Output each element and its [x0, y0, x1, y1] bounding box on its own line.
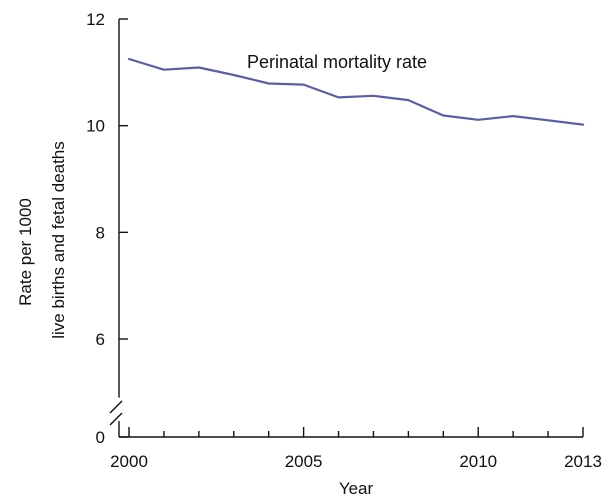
y-tick-label: 8 [96, 223, 105, 242]
x-axis-title: Year [339, 479, 374, 498]
y-tick-label: 0 [96, 428, 105, 447]
x-tick-label: 2010 [459, 452, 497, 471]
x-tick-label: 2005 [285, 452, 323, 471]
axes [109, 18, 584, 438]
y-tick-label: 6 [96, 330, 105, 349]
y-tick-label: 10 [86, 117, 105, 136]
x-tick-label: 2013 [564, 452, 602, 471]
y-tick-label: 12 [86, 10, 105, 29]
y-axis-title-line-1: Rate per 1000 [16, 198, 35, 306]
x-tick-label: 2000 [110, 452, 148, 471]
series-layer [127, 57, 585, 126]
y-axis-break-mark [109, 400, 123, 414]
y-axis-title-line-2: live births and fetal deaths [49, 141, 68, 339]
series-line [127, 57, 585, 126]
series-label: Perinatal mortality rate [247, 52, 427, 72]
y-axis-break-mark [109, 412, 123, 426]
labels-layer: 0 6 8 10 12 2000 2005 2010 2013 [86, 10, 602, 471]
